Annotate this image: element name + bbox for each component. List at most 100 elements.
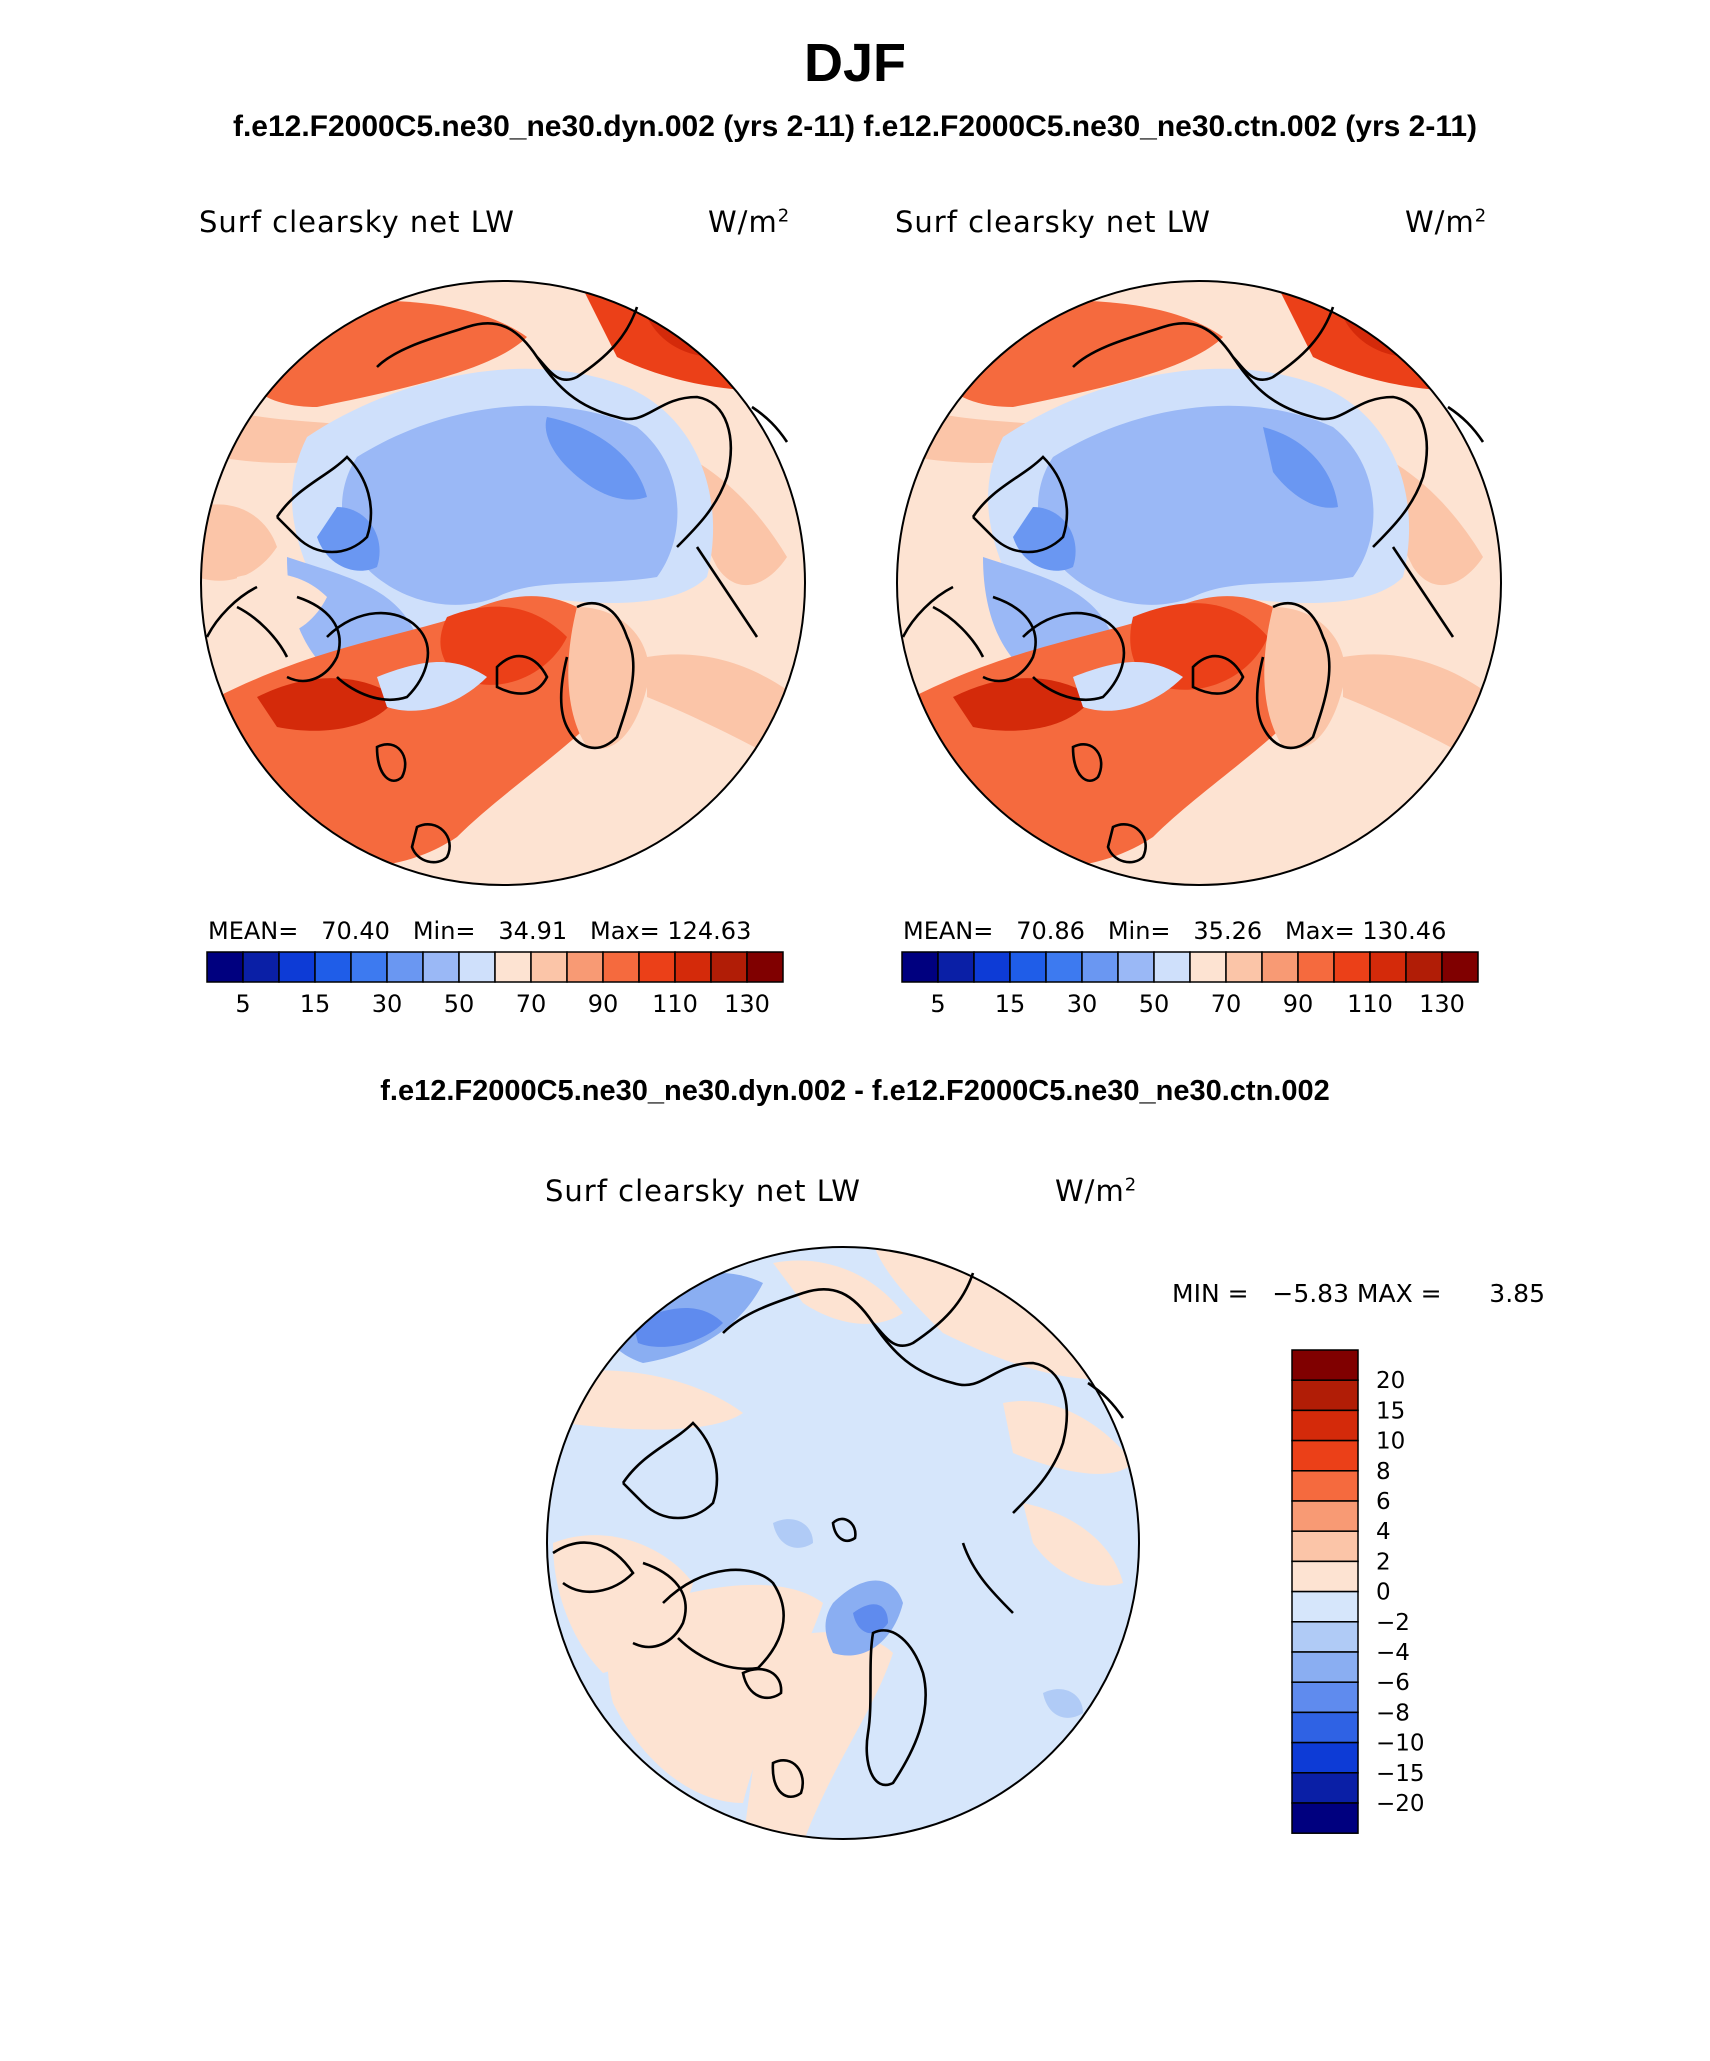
panel1-colorbar-box-1 xyxy=(242,951,280,983)
panel2-polar-map xyxy=(896,280,1502,886)
panel3-stats: MIN = −5.83 MAX = 3.85 xyxy=(1172,1279,1545,1308)
panel3-colorbar-box-8 xyxy=(1291,1590,1359,1623)
panel2-colorbar-box-14 xyxy=(1405,951,1443,983)
panel2-units-label: W/m2 xyxy=(1405,205,1488,239)
panel1-variable-label: Surf clearsky net LW xyxy=(199,205,515,239)
panel1-colorbar-box-2 xyxy=(278,951,316,983)
panel2-colorbar-label: 90 xyxy=(1283,990,1314,1018)
panel2-colorbar-box-13 xyxy=(1369,951,1407,983)
panel1-units-label: W/m2 xyxy=(708,205,791,239)
panel1-colorbar-box-3 xyxy=(314,951,352,983)
panel3-colorbar-box-12 xyxy=(1291,1711,1359,1744)
panel3-colorbar-label: 15 xyxy=(1376,1398,1405,1424)
panel1-colorbar-box-7 xyxy=(458,951,496,983)
panel3-colorbar-box-1 xyxy=(1291,1379,1359,1412)
panel2-colorbar-box-7 xyxy=(1153,951,1191,983)
panel2-colorbar: 5 15 30 50 70 90 110 130 xyxy=(901,951,1479,1018)
panel2-colorbar-box-3 xyxy=(1009,951,1047,983)
panel3-colorbar-box-0 xyxy=(1291,1349,1359,1381)
panel2-colorbar-box-0 xyxy=(901,951,939,983)
panel3-colorbar-box-5 xyxy=(1291,1500,1359,1532)
panel1-colorbar-box-9 xyxy=(530,951,568,983)
panel3-colorbar-label: −4 xyxy=(1376,1640,1410,1666)
panel2-variable-label: Surf clearsky net LW xyxy=(895,205,1211,239)
difference-title: f.e12.F2000C5.ne30_ne30.dyn.002 - f.e12.… xyxy=(380,1075,1330,1107)
panel3-colorbar-label: 20 xyxy=(1376,1368,1405,1394)
panel2-colorbar-boxes xyxy=(901,951,1479,983)
panel1-colorbar-label: 5 xyxy=(235,990,250,1018)
panel2-colorbar-box-8 xyxy=(1189,951,1227,983)
panel1-colorbar-boxes xyxy=(206,951,784,983)
panel1-colorbar-box-14 xyxy=(710,951,748,983)
panel3-colorbar-label: −2 xyxy=(1376,1610,1410,1636)
panel1-colorbar-labels: 5 15 30 50 70 90 110 130 xyxy=(235,990,770,1018)
panel1-colorbar-box-11 xyxy=(602,951,640,983)
panel3-colorbar-box-15 xyxy=(1291,1802,1359,1834)
panel1-colorbar-label: 90 xyxy=(588,990,619,1018)
panel1-colorbar-label: 30 xyxy=(372,990,403,1018)
panel3-colorbar-box-7 xyxy=(1291,1560,1359,1593)
panel3-colorbar-box-14 xyxy=(1291,1772,1359,1804)
panel2-colorbar-box-5 xyxy=(1081,951,1119,983)
panel2-colorbar-box-2 xyxy=(973,951,1011,983)
panel2-colorbar-box-10 xyxy=(1261,951,1299,983)
panel1-colorbar-box-0 xyxy=(206,951,244,983)
panel2-colorbar-label: 15 xyxy=(995,990,1026,1018)
panel3-colorbar-box-2 xyxy=(1291,1409,1359,1442)
panel3-colorbar-label: −6 xyxy=(1376,1670,1410,1696)
panel2-colorbar-box-11 xyxy=(1297,951,1335,983)
panel2-colorbar-label: 110 xyxy=(1347,990,1393,1018)
panel3-colorbar-box-6 xyxy=(1291,1530,1359,1563)
panel3-colorbar-label: 6 xyxy=(1376,1489,1391,1515)
panel3-colorbar-label: 4 xyxy=(1376,1519,1391,1545)
panel2-coastlines xyxy=(901,306,1485,864)
panel2-colorbar-box-9 xyxy=(1225,951,1263,983)
panel3-colorbar-label: 8 xyxy=(1376,1459,1391,1485)
panel1-colorbar-label: 15 xyxy=(300,990,331,1018)
panel1-colorbar-label: 130 xyxy=(724,990,770,1018)
panel1-colorbar-box-13 xyxy=(674,951,712,983)
panel3-colorbar-boxes xyxy=(1291,1349,1359,1834)
panel1-colorbar-box-4 xyxy=(350,951,388,983)
panel1-colorbar-box-10 xyxy=(566,951,604,983)
panel2-colorbar-box-4 xyxy=(1045,951,1083,983)
panel1-colorbar-label: 70 xyxy=(516,990,547,1018)
panel1-stats: MEAN= 70.40 Min= 34.91 Max= 124.63 xyxy=(208,917,752,945)
panel2-stats: MEAN= 70.86 Min= 35.26 Max= 130.46 xyxy=(903,917,1447,945)
panel1-colorbar-label: 110 xyxy=(652,990,698,1018)
panel2-colorbar-labels: 5 15 30 50 70 90 110 130 xyxy=(930,990,1465,1018)
panel2-colorbar-box-1 xyxy=(937,951,975,983)
panel1-polar-map xyxy=(200,280,806,886)
panel2-colorbar-box-6 xyxy=(1117,951,1155,983)
panel1-colorbar-box-5 xyxy=(386,951,424,983)
panel3-colorbar-box-9 xyxy=(1291,1621,1359,1653)
panel2-colorbar-label: 50 xyxy=(1139,990,1170,1018)
panel2-colorbar-box-15 xyxy=(1441,951,1479,983)
panel3-colorbar-box-13 xyxy=(1291,1741,1359,1774)
panel3-units-label: W/m2 xyxy=(1055,1174,1138,1208)
panel1-coastlines xyxy=(205,306,789,864)
figure-subtitle: f.e12.F2000C5.ne30_ne30.dyn.002 (yrs 2-1… xyxy=(232,110,1478,143)
panel3-colorbar-label: −10 xyxy=(1376,1731,1425,1757)
panel2-colorbar-label: 5 xyxy=(930,990,945,1018)
panel3-variable-label: Surf clearsky net LW xyxy=(545,1174,861,1208)
panel3-polar-map xyxy=(546,1246,1140,1840)
panel3-colorbar-label: −15 xyxy=(1376,1761,1425,1787)
panel1-colorbar-box-12 xyxy=(638,951,676,983)
panel1-colorbar-box-15 xyxy=(746,951,784,983)
panel3-colorbar-label: 0 xyxy=(1376,1580,1391,1606)
panel1-colorbar-label: 50 xyxy=(444,990,475,1018)
panel3-colorbar-label: 2 xyxy=(1376,1549,1391,1575)
panel3-colorbar-label: −8 xyxy=(1376,1700,1410,1726)
panel3-colorbar-box-11 xyxy=(1291,1681,1359,1714)
figure-title: DJF xyxy=(803,33,906,93)
panel3-colorbar-box-10 xyxy=(1291,1651,1359,1683)
panel3-colorbar-label: 10 xyxy=(1376,1429,1405,1455)
panel3-colorbar-box-4 xyxy=(1291,1470,1359,1502)
panel3-coastlines xyxy=(552,1272,1125,1798)
panel1-colorbar: 5 15 30 50 70 90 110 130 xyxy=(206,951,784,1018)
panel2-colorbar-label: 70 xyxy=(1211,990,1242,1018)
panel1-colorbar-box-8 xyxy=(494,951,532,983)
